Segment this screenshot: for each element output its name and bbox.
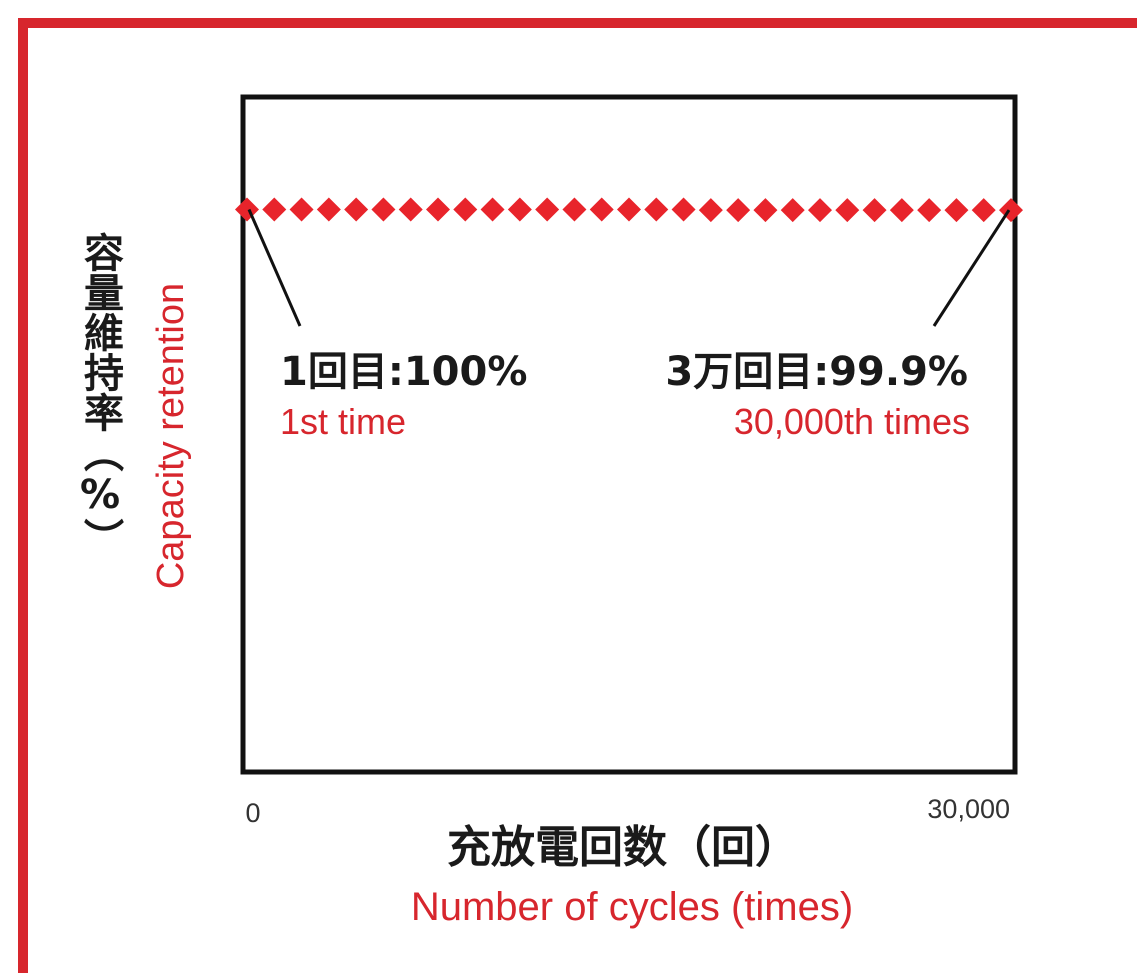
data-point-marker	[971, 198, 996, 223]
data-point-marker	[262, 197, 287, 222]
annotation-leader-last	[932, 209, 1011, 327]
series-markers	[235, 197, 1023, 223]
data-point-marker	[671, 197, 696, 222]
data-point-marker	[344, 197, 369, 222]
data-point-marker	[644, 197, 669, 222]
data-point-marker	[480, 197, 505, 222]
data-point-marker	[507, 197, 532, 222]
data-point-marker	[726, 198, 751, 223]
data-point-marker	[917, 198, 942, 223]
data-point-marker	[535, 197, 560, 222]
data-point-marker	[289, 197, 314, 222]
annotation-last-sublabel: 30,000th times	[734, 401, 970, 442]
data-point-marker	[808, 198, 832, 223]
data-point-marker	[426, 197, 450, 222]
data-point-marker	[944, 198, 969, 223]
data-point-marker	[780, 198, 805, 223]
data-point-marker	[835, 198, 860, 223]
y-axis-label-en: Capacity retention	[150, 283, 192, 589]
annotation-leader-first	[247, 208, 302, 327]
red-frame	[18, 18, 1137, 973]
x-tick-label-0: 0	[245, 798, 260, 828]
data-point-marker	[753, 198, 778, 223]
data-point-marker	[589, 197, 614, 222]
plot-area-frame	[240, 94, 1018, 775]
data-point-marker	[235, 197, 259, 222]
annotation-last-label: 3万回目:99.9%	[665, 349, 968, 395]
x-axis-label: 充放電回数（回）	[447, 822, 799, 873]
data-point-marker	[316, 197, 341, 222]
data-point-marker	[889, 198, 914, 223]
data-point-marker	[398, 197, 423, 222]
data-point-marker	[698, 198, 723, 223]
data-point-marker	[371, 197, 396, 222]
x-tick-label-30000: 30,000	[927, 794, 1010, 824]
data-point-marker	[862, 198, 887, 223]
annotation-first-sublabel: 1st time	[280, 401, 406, 442]
data-point-marker	[562, 197, 587, 222]
data-point-marker	[453, 197, 478, 222]
data-point-marker	[617, 197, 641, 222]
y-axis-label: 容量維持率（%）	[77, 232, 124, 558]
x-axis-label-en: Number of cycles (times)	[411, 885, 853, 929]
annotation-first-label: 1回目:100%	[280, 349, 527, 395]
